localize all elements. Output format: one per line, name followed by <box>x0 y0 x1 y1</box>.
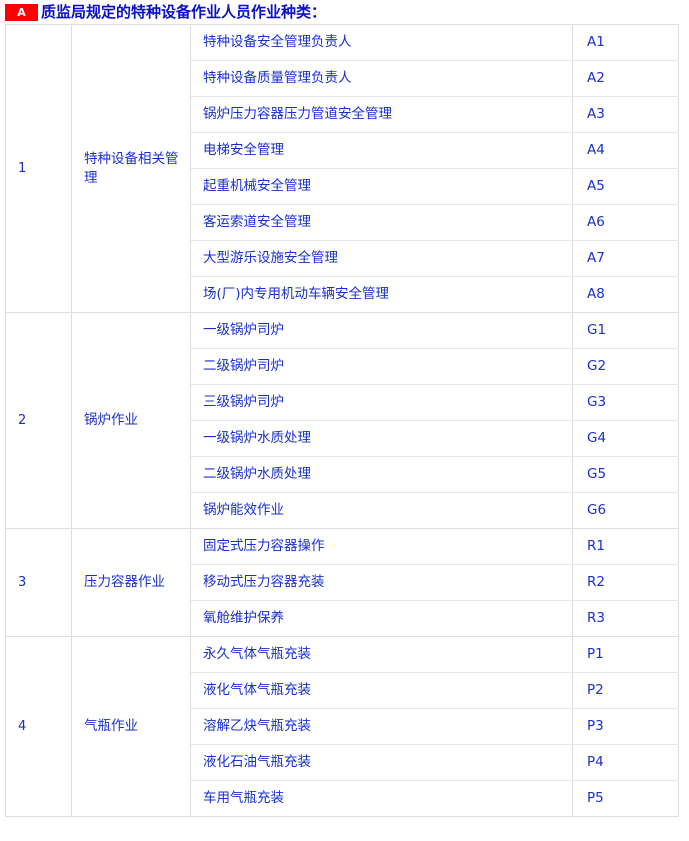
occupation-name-cell: 电梯安全管理 <box>190 132 573 169</box>
table-row: 液化气体气瓶充装 P2 <box>6 672 679 709</box>
occupation-code-cell: A4 <box>572 132 679 169</box>
occupation-name-cell: 液化石油气瓶充装 <box>190 744 573 781</box>
table-row: 锅炉能效作业 G6 <box>6 492 679 529</box>
occupation-name-cell: 二级锅炉司炉 <box>190 348 573 385</box>
occupation-name-cell: 溶解乙炔气瓶充装 <box>190 708 573 745</box>
occupation-name-cell: 特种设备安全管理负责人 <box>190 24 573 61</box>
group-number-cell: 3 <box>5 528 72 637</box>
table-row: 3 压力容器作业 固定式压力容器操作 R1 <box>5 528 679 637</box>
table-row: 特种设备质量管理负责人 A2 <box>6 60 679 97</box>
group-name-cell: 锅炉作业 <box>71 312 191 529</box>
occupation-name-cell: 三级锅炉司炉 <box>190 384 573 421</box>
occupation-code-cell: P1 <box>572 636 679 673</box>
occupation-code-cell: G5 <box>572 456 679 493</box>
occupation-name-cell: 液化气体气瓶充装 <box>190 672 573 709</box>
occupation-code-cell: R1 <box>572 528 679 565</box>
group-number-cell: 4 <box>5 636 72 817</box>
table-row: 三级锅炉司炉 G3 <box>6 384 679 421</box>
occupation-name-cell: 一级锅炉水质处理 <box>190 420 573 457</box>
group-name-cell: 压力容器作业 <box>71 528 191 637</box>
table-row: 车用气瓶充装 P5 <box>6 780 679 817</box>
table-row: 大型游乐设施安全管理 A7 <box>6 240 679 277</box>
occupation-name-cell: 客运索道安全管理 <box>190 204 573 241</box>
table-row: 4 气瓶作业 永久气体气瓶充装 P1 <box>5 636 679 817</box>
occupation-name-cell: 起重机械安全管理 <box>190 168 573 205</box>
occupation-code-cell: P3 <box>572 708 679 745</box>
group-name-cell: 特种设备相关管理 <box>71 24 191 313</box>
occupation-code-cell: G3 <box>572 384 679 421</box>
table-row: 溶解乙炔气瓶充装 P3 <box>6 708 679 745</box>
occupation-code-cell: P2 <box>572 672 679 709</box>
occupation-name-cell: 一级锅炉司炉 <box>190 312 573 349</box>
table-row: 一级锅炉水质处理 G4 <box>6 420 679 457</box>
occupation-code-cell: A3 <box>572 96 679 133</box>
occupation-code-cell: G4 <box>572 420 679 457</box>
table-body: 1 特种设备相关管理 特种设备安全管理负责人 A1 特种设备质量管理负责人 A2 锅炉压力容… <box>5 24 679 817</box>
page-title: 质监局规定的特种设备作业人员作业种类： <box>41 2 327 21</box>
occupation-code-cell: A6 <box>572 204 679 241</box>
occupation-code-cell: P5 <box>572 780 679 817</box>
table-row: 起重机械安全管理 A5 <box>6 168 679 205</box>
occupation-name-cell: 永久气体气瓶充装 <box>190 636 573 673</box>
occupation-code-cell: G6 <box>572 492 679 529</box>
table-row: 电梯安全管理 A4 <box>6 132 679 169</box>
occupation-name-cell: 特种设备质量管理负责人 <box>190 60 573 97</box>
occupation-name-cell: 大型游乐设施安全管理 <box>190 240 573 277</box>
table-row: 客运索道安全管理 A6 <box>6 204 679 241</box>
occupation-name-cell: 锅炉能效作业 <box>190 492 573 529</box>
table-row: 二级锅炉水质处理 G5 <box>6 456 679 493</box>
group-number-cell: 1 <box>5 24 72 313</box>
occupation-code-cell: A5 <box>572 168 679 205</box>
table-row: 液化石油气瓶充装 P4 <box>6 744 679 781</box>
table-row: 场(厂)内专用机动车辆安全管理 A8 <box>6 276 679 313</box>
page-header: A 质监局规定的特种设备作业人员作业种类： <box>0 0 689 24</box>
occupation-name-cell: 固定式压力容器操作 <box>190 528 573 565</box>
occupation-name-cell: 氧舱维护保养 <box>190 600 573 637</box>
occupation-name-cell: 锅炉压力容器压力管道安全管理 <box>190 96 573 133</box>
table-row: 移动式压力容器充装 R2 <box>6 564 679 601</box>
table-row: 二级锅炉司炉 G2 <box>6 348 679 385</box>
occupation-code-cell: G1 <box>572 312 679 349</box>
section-letter-badge: A <box>5 3 38 21</box>
occupation-code-cell: A1 <box>572 24 679 61</box>
group-name-cell: 气瓶作业 <box>71 636 191 817</box>
occupation-code-cell: G2 <box>572 348 679 385</box>
table-row: 1 特种设备相关管理 特种设备安全管理负责人 A1 <box>5 24 679 313</box>
occupation-code-cell: R2 <box>572 564 679 601</box>
occupation-code-cell: P4 <box>572 744 679 781</box>
group-number-cell: 2 <box>5 312 72 529</box>
occupation-code-cell: A2 <box>572 60 679 97</box>
table-row: 锅炉压力容器压力管道安全管理 A3 <box>6 96 679 133</box>
occupation-name-cell: 车用气瓶充装 <box>190 780 573 817</box>
table-row: 氧舱维护保养 R3 <box>6 600 679 637</box>
occupation-code-cell: A8 <box>572 276 679 313</box>
occupation-name-cell: 二级锅炉水质处理 <box>190 456 573 493</box>
table-row: 2 锅炉作业 一级锅炉司炉 G1 <box>5 312 679 529</box>
occupation-name-cell: 移动式压力容器充装 <box>190 564 573 601</box>
occupation-code-cell: R3 <box>572 600 679 637</box>
occupation-categories-table: 1 特种设备相关管理 特种设备安全管理负责人 A1 特种设备质量管理负责人 A2 锅炉压力容… <box>5 24 679 817</box>
occupation-name-cell: 场(厂)内专用机动车辆安全管理 <box>190 276 573 313</box>
occupation-code-cell: A7 <box>572 240 679 277</box>
